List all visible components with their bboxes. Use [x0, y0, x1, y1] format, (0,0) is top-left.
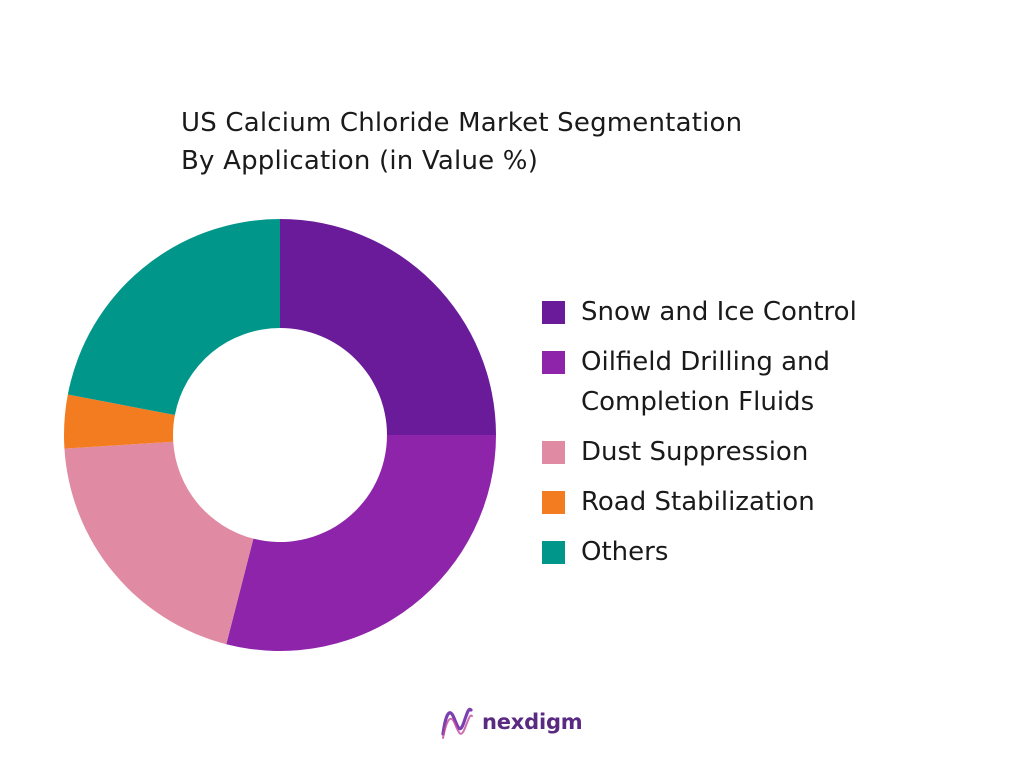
donut-slice-others [67, 219, 280, 415]
brand-name: nexdigm [482, 710, 583, 734]
legend-item: Dust Suppression [542, 432, 921, 472]
legend-label: Dust Suppression [581, 437, 809, 467]
chart-legend: Snow and Ice Control Oilfield Drilling a… [542, 292, 921, 582]
nexdigm-logo-icon [441, 707, 473, 739]
legend-swatch [542, 491, 565, 514]
legend-label: Road Stabilization [581, 487, 815, 517]
legend-swatch [542, 541, 565, 564]
donut-slices [64, 219, 496, 651]
chart-title-line-2: By Application (in Value %) [181, 146, 539, 176]
legend-item: Oilfield Drilling and Completion Fluids [542, 342, 921, 422]
legend-swatch [542, 351, 565, 374]
donut-slice-road-stabilization [64, 394, 175, 449]
brand-logo: nexdigm [440, 704, 583, 740]
donut-slice-snow-and-ice-control [280, 219, 496, 435]
legend-item: Others [542, 532, 921, 572]
legend-label: Oilfield Drilling and Completion Fluids [581, 347, 831, 417]
chart-title-line-1: US Calcium Chloride Market Segmentation [181, 108, 743, 138]
legend-label: Others [581, 537, 669, 567]
legend-label: Snow and Ice Control [581, 297, 857, 327]
legend-item: Road Stabilization [542, 482, 921, 522]
legend-swatch [542, 301, 565, 324]
donut-slice-dust-suppression [64, 441, 254, 645]
legend-item: Snow and Ice Control [542, 292, 921, 332]
legend-swatch [542, 441, 565, 464]
donut-slice-oilfield-drilling-and-completion-fluids [226, 435, 496, 651]
chart-title: US Calcium Chloride Market Segmentation … [181, 104, 742, 180]
